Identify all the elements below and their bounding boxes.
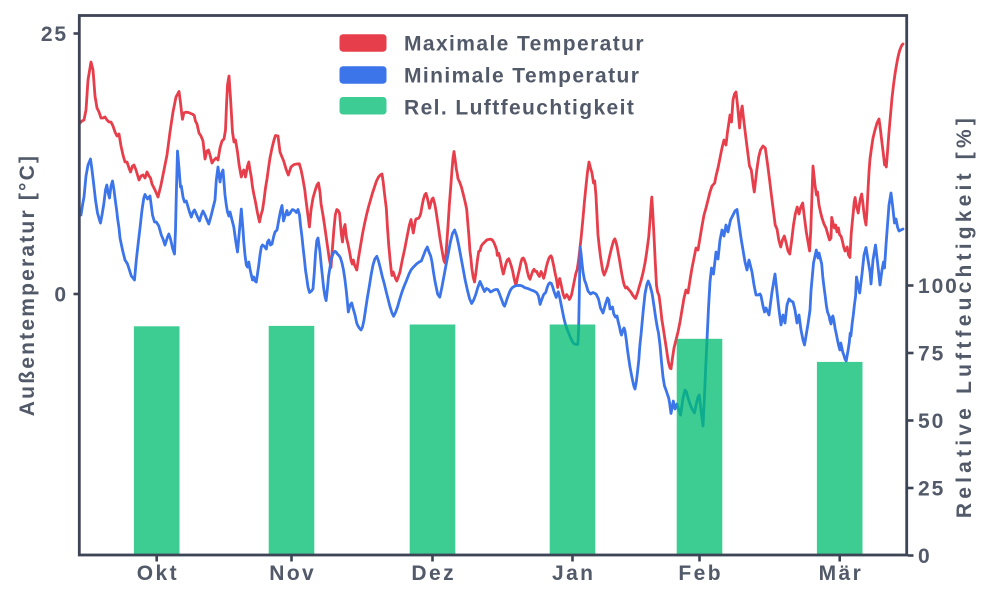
svg-text:Relative Luftfeuchtigkeit [%]: Relative Luftfeuchtigkeit [%] [953, 114, 976, 518]
svg-text:Rel. Luftfeuchtigkeit: Rel. Luftfeuchtigkeit [404, 97, 635, 120]
svg-text:25: 25 [41, 23, 68, 46]
svg-text:100: 100 [918, 275, 959, 298]
svg-text:0: 0 [54, 284, 68, 307]
svg-text:Feb: Feb [678, 562, 723, 585]
svg-text:Okt: Okt [137, 562, 179, 585]
svg-text:25: 25 [918, 478, 945, 501]
svg-text:50: 50 [918, 410, 945, 433]
svg-text:75: 75 [918, 343, 945, 366]
svg-text:Maximale Temperatur: Maximale Temperatur [404, 33, 645, 56]
svg-text:Dez: Dez [411, 562, 456, 585]
svg-text:Minimale Temperatur: Minimale Temperatur [404, 65, 640, 88]
svg-text:Mär: Mär [819, 562, 864, 585]
svg-text:Außentemperatur [°C]: Außentemperatur [°C] [16, 154, 39, 416]
svg-text:Jan: Jan [552, 562, 595, 585]
svg-text:0: 0 [918, 545, 932, 568]
svg-text:Nov: Nov [269, 562, 316, 585]
